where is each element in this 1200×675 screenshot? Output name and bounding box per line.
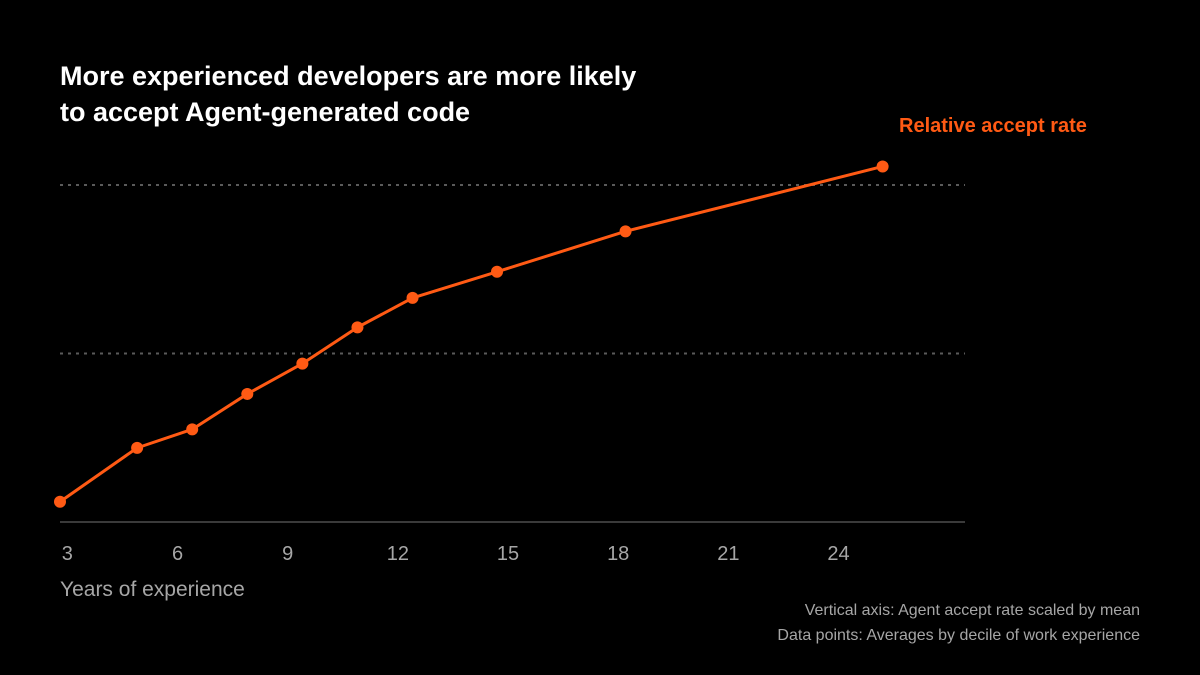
- chart-notes: Vertical axis: Agent accept rate scaled …: [777, 598, 1140, 648]
- x-tick-label-15: 15: [497, 543, 519, 565]
- data-point-8: [491, 265, 504, 278]
- grid-layer: [60, 184, 965, 355]
- x-tick-label-12: 12: [387, 543, 409, 565]
- note-vertical-axis: Vertical axis: Agent accept rate scaled …: [804, 602, 1140, 619]
- x-tick-label-3: 3: [62, 543, 73, 565]
- x-tick-label-21: 21: [717, 543, 739, 565]
- series-line: [58, 164, 885, 504]
- x-tick-label-6: 6: [172, 543, 183, 565]
- series-line-layer: [58, 164, 885, 504]
- note-data-points: Data points: Averages by decile of work …: [777, 627, 1140, 644]
- x-tick-label-9: 9: [282, 543, 293, 565]
- chart-title-line-1: More experienced developers are more lik…: [60, 61, 637, 91]
- legend-series-label: Relative accept rate: [899, 115, 1087, 137]
- data-points: [54, 160, 889, 508]
- data-point-7: [406, 291, 419, 304]
- data-point-10: [876, 160, 889, 173]
- data-point-4: [241, 387, 254, 400]
- data-point-3: [186, 423, 199, 436]
- data-point-6: [351, 321, 364, 334]
- x-tick-label-18: 18: [607, 543, 629, 565]
- data-point-1: [54, 495, 66, 508]
- x-axis-label: Years of experience: [60, 578, 245, 601]
- data-point-9: [619, 225, 632, 238]
- chart-title-line-2: to accept Agent-generated code: [60, 97, 471, 127]
- data-point-2: [131, 441, 144, 454]
- chart-title: More experienced developers are more lik…: [60, 58, 636, 130]
- x-tick-labels: 3 6 9 12 15 18 21 24: [62, 543, 850, 565]
- x-tick-label-24: 24: [827, 543, 849, 565]
- data-point-5: [296, 357, 309, 370]
